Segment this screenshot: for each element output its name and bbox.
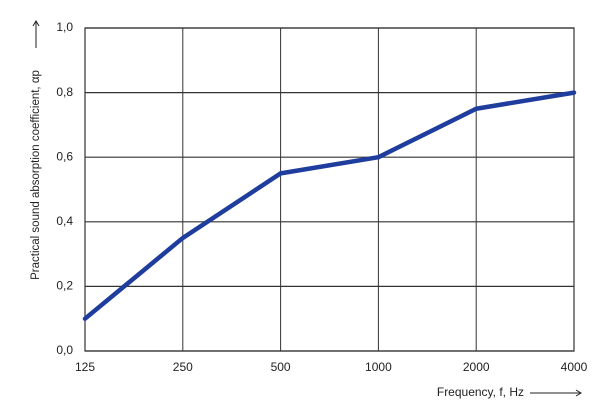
x-axis-label: Frequency, f, Hz — [437, 385, 524, 399]
y-tick-label: 0,2 — [56, 279, 73, 293]
y-tick-label: 0,0 — [56, 343, 73, 357]
y-arrow — [32, 20, 40, 48]
x-tick-label: 500 — [271, 360, 291, 374]
y-tick-label: 1,0 — [56, 20, 73, 34]
x-tick-label: 250 — [173, 360, 193, 374]
x-tick-label: 1000 — [365, 360, 392, 374]
y-axis-label: Practical sound absorption coefficient, … — [30, 70, 42, 280]
x-tick-label: 4000 — [561, 360, 588, 374]
y-tick-label: 0,4 — [56, 214, 73, 228]
data-line — [82, 90, 577, 321]
y-tick-label: 0,8 — [56, 85, 73, 99]
x-tick-label: 2000 — [463, 360, 490, 374]
x-arrow — [530, 389, 582, 397]
x-tick-label: 125 — [75, 360, 95, 374]
plot-frame — [84, 27, 575, 352]
y-tick-label: 0,6 — [56, 149, 73, 163]
